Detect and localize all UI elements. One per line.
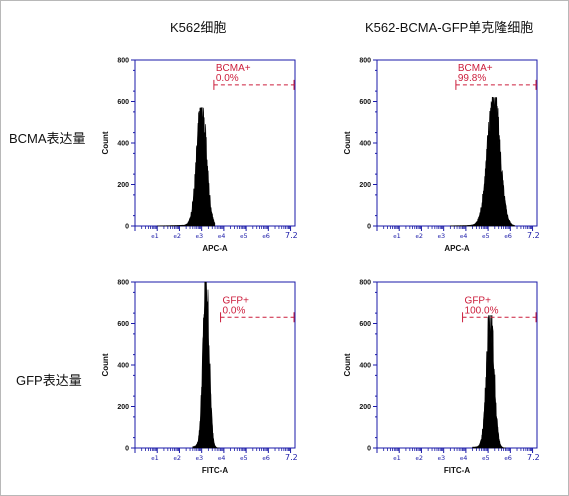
- y-tick-label: 800: [117, 280, 129, 287]
- row-title-bcma: BCMA表达量: [9, 131, 86, 146]
- histogram-panel-k562-bcma: 0 200 400 600 800 e1 e2 e3 e4 e5 e6 7.2 APC-A Count BC…: [101, 58, 298, 254]
- histogram-area: [156, 107, 216, 227]
- x-tick-label: e3: [196, 454, 204, 462]
- column-title-k562: K562细胞: [170, 20, 227, 35]
- y-axis-title: Count: [343, 353, 352, 376]
- gate-name-label: BCMA+: [216, 63, 251, 74]
- x-tick-label: e3: [438, 454, 446, 462]
- y-axis-title: Count: [101, 353, 110, 376]
- histogram-area: [192, 281, 220, 449]
- x-tick-label: e4: [218, 232, 226, 240]
- x-axis-title: APC-A: [202, 244, 228, 253]
- x-tick-label: e6: [504, 232, 512, 240]
- histogram-panel-k562-gfp: 0 200 400 600 800 e1 e2 e3 e4 e5 e6 7.2 FITC-A Count G…: [101, 280, 298, 476]
- x-tick-label: e2: [415, 454, 423, 462]
- x-tick-label: e4: [218, 454, 226, 462]
- x-tick-label: e2: [415, 232, 423, 240]
- x-axis-title: FITC-A: [202, 466, 228, 475]
- y-tick-label: 800: [117, 58, 129, 65]
- x-tick-label: e4: [460, 232, 468, 240]
- y-tick-label: 200: [117, 182, 129, 189]
- column-title-k562-bcma-gfp: K562-BCMA-GFP单克隆细胞: [365, 20, 534, 35]
- gate-name-label: GFP+: [223, 295, 250, 306]
- gate-name-label: BCMA+: [458, 63, 493, 74]
- histogram-area: [472, 315, 507, 449]
- x-tick-label: e5: [240, 232, 248, 240]
- y-axis-title: Count: [343, 131, 352, 154]
- y-tick-label: 200: [117, 404, 129, 411]
- y-tick-label: 600: [117, 321, 129, 328]
- y-tick-label: 400: [359, 363, 371, 370]
- x-tick-label: e1: [393, 232, 401, 240]
- gate-percent-label: 0.0%: [223, 305, 246, 316]
- x-axis-title: APC-A: [444, 244, 470, 253]
- gate-percent-label: 100.0%: [465, 305, 499, 316]
- x-tick-label: e3: [196, 232, 204, 240]
- x-tick-label: 7.2: [527, 231, 540, 240]
- x-tick-label: e1: [393, 454, 401, 462]
- x-tick-label: e2: [173, 232, 181, 240]
- y-tick-label: 400: [117, 363, 129, 370]
- y-tick-label: 0: [367, 224, 371, 231]
- x-tick-label: 7.2: [285, 231, 298, 240]
- y-axis-title: Count: [101, 131, 110, 154]
- histogram-panel-clone-bcma: 0 200 400 600 800 e1 e2 e3 e4 e5 e6 7.2 APC-A Count BC…: [343, 58, 540, 254]
- x-tick-label: 7.2: [527, 453, 540, 462]
- x-axis-title: FITC-A: [444, 466, 470, 475]
- x-tick-label: e6: [262, 454, 270, 462]
- gate-name-label: GFP+: [465, 295, 492, 306]
- x-tick-label: e4: [460, 454, 468, 462]
- y-tick-label: 200: [359, 182, 371, 189]
- x-tick-label: e1: [151, 232, 159, 240]
- y-tick-label: 800: [359, 58, 371, 65]
- x-tick-label: e6: [262, 232, 270, 240]
- y-tick-label: 600: [359, 321, 371, 328]
- row-title-gfp: GFP表达量: [16, 373, 82, 388]
- x-tick-label: e3: [438, 232, 446, 240]
- gate-percent-label: 0.0%: [216, 73, 239, 84]
- y-tick-label: 200: [359, 404, 371, 411]
- x-tick-label: e5: [482, 232, 490, 240]
- y-tick-label: 0: [367, 446, 371, 453]
- y-tick-label: 600: [359, 99, 371, 106]
- y-tick-label: 800: [359, 280, 371, 287]
- y-tick-label: 400: [117, 141, 129, 148]
- y-tick-label: 400: [359, 141, 371, 148]
- plot-frame: [376, 281, 538, 449]
- gate-percent-label: 99.8%: [458, 73, 486, 84]
- y-tick-label: 600: [117, 99, 129, 106]
- y-tick-label: 0: [125, 224, 129, 231]
- y-tick-label: 0: [125, 446, 129, 453]
- plot-frame: [134, 281, 296, 449]
- x-tick-label: e5: [240, 454, 248, 462]
- histogram-area: [450, 96, 515, 227]
- histogram-panel-clone-gfp: 0 200 400 600 800 e1 e2 e3 e4 e5 e6 7.2 FITC-A Count G…: [343, 280, 540, 476]
- x-tick-label: e5: [482, 454, 490, 462]
- x-tick-label: e6: [504, 454, 512, 462]
- x-tick-label: 7.2: [285, 453, 298, 462]
- x-tick-label: e2: [173, 454, 181, 462]
- x-tick-label: e1: [151, 454, 159, 462]
